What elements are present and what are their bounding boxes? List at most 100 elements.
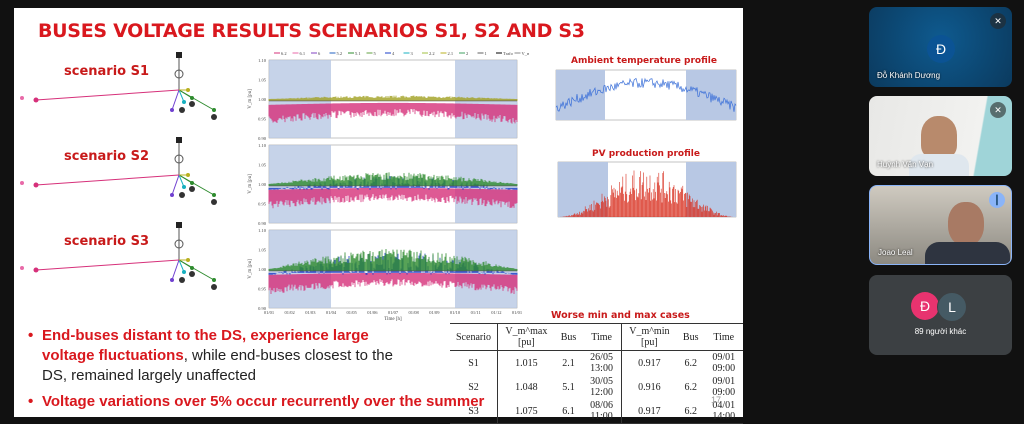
y-axis-label: V_m [pu] <box>248 89 253 109</box>
transformer-icon <box>174 154 184 164</box>
participant-name: Joao Leal <box>878 248 913 257</box>
y-tick-label: 0.90 <box>258 136 267 141</box>
table-cell: 1.075 <box>515 405 538 417</box>
pv-production-chart <box>557 161 737 218</box>
bus-node <box>170 108 174 112</box>
feeder-line <box>35 174 180 186</box>
participant-tile-active[interactable]: Joao Leal ┃ <box>869 185 1012 265</box>
x-tick-label: 01/04 <box>326 310 337 315</box>
series-6.2 <box>268 102 518 124</box>
legend-label: V_m^lim <box>522 51 530 56</box>
table-row: S2 1.048 5.1 30/05 12:00 0.916 6.2 09/01 09:00 <box>450 375 743 399</box>
results-table: Scenario V_m^max [pu] Bus Time V_m^min [… <box>450 323 743 424</box>
scenario-label: scenario S2 <box>64 149 150 164</box>
shaded-region <box>556 70 605 120</box>
others-tile[interactable]: Đ L 89 người khác <box>869 275 1012 355</box>
scenario-label: scenario S1 <box>64 64 150 79</box>
bus-node <box>212 278 216 282</box>
y-tick-label: 0.90 <box>258 306 267 311</box>
legend-label: 3 <box>411 51 414 56</box>
bullet-2: • Voltage variations over 5% occur recur… <box>28 392 548 412</box>
y-tick-label: 0.90 <box>258 221 267 226</box>
table-row: S1 1.015 2.1 26/05 13:00 0.917 6.2 09/01 09:00 <box>450 350 743 375</box>
pv-icon <box>189 186 195 192</box>
y-tick-label: 0.95 <box>258 202 267 207</box>
feeder-line <box>178 89 185 103</box>
x-tick-label: 01/12 <box>491 310 501 315</box>
bus-node <box>33 182 39 188</box>
y-tick-label: 1.05 <box>258 248 267 253</box>
video-feed <box>909 154 969 176</box>
pv-series <box>558 170 736 217</box>
y-tick-label: 1.00 <box>258 267 267 272</box>
feeder-line <box>178 174 215 196</box>
series-5.1 <box>268 95 518 101</box>
table-cell: 26/05 13:00 <box>582 350 622 375</box>
participant-tile[interactable]: Đ Đỗ Khánh Dương ✕ <box>869 7 1012 87</box>
table-cell: 6.1 <box>562 405 575 417</box>
table-title: Worse min and max cases <box>551 310 690 321</box>
col-header: Time <box>582 323 622 351</box>
series-6.2 <box>268 187 518 209</box>
table-cell: 1.048 <box>515 381 538 393</box>
bus-node <box>182 185 186 189</box>
legend-label: 4 <box>392 51 395 56</box>
mic-off-icon: ✕ <box>990 102 1006 118</box>
pv-icon <box>179 277 185 283</box>
voltage-plots: 6.2 6.1 6 5.2 5.1 5 4 3 2.2 2.1 2 1 Trafo V_m^lim 0.90… <box>248 51 530 322</box>
feeder-line <box>171 89 180 111</box>
bullet-1-highlight: End-buses distant to the DS, experience … <box>42 327 369 364</box>
avatar: Đ <box>911 292 939 320</box>
x-tick-label: 01/02 <box>285 310 295 315</box>
x-tick-label: 01/03 <box>305 310 316 315</box>
bus-node <box>20 96 24 100</box>
pv-icon <box>211 114 217 120</box>
col-header: Time <box>704 323 743 351</box>
temperature-series <box>555 77 737 112</box>
participant-name: Huỳnh Văn Vạn <box>877 160 934 169</box>
table-cell: 09/01 09:00 <box>712 376 736 398</box>
pv-chart-title: PV production profile <box>592 149 700 159</box>
feeder-line <box>178 89 215 111</box>
grid-source-icon <box>176 137 182 143</box>
y-axis-label: V_m [pu] <box>248 259 253 279</box>
bullet-2-text: Voltage variations over 5% occur recurre… <box>42 393 485 410</box>
table-cell: 1.015 <box>515 357 538 369</box>
x-tick-label: 01/11 <box>471 310 481 315</box>
y-tick-label: 1.00 <box>258 182 267 187</box>
ambient-chart-title: Ambient temperature profile <box>571 56 717 66</box>
y-tick-label: 1.10 <box>258 228 267 233</box>
series-5.1 <box>268 248 518 271</box>
bus-node <box>212 108 216 112</box>
scenario-label: scenario S3 <box>64 234 150 249</box>
table-cell: 04/01 14:00 <box>712 400 736 422</box>
participant-tile[interactable]: Huỳnh Văn Vạn ✕ <box>869 96 1012 176</box>
network-diagrams <box>20 52 217 290</box>
table-cell: S3 <box>450 399 498 424</box>
x-tick-label: 01/08 <box>409 310 420 315</box>
bus-node <box>33 97 39 103</box>
grid-source-icon <box>176 52 182 58</box>
legend-label: 6.1 <box>300 51 306 56</box>
legend-label: 1 <box>485 51 487 56</box>
y-tick-label: 1.10 <box>258 58 267 63</box>
y-tick-label: 1.10 <box>258 143 267 148</box>
legend-label: Trafo <box>503 51 514 56</box>
pv-icon <box>211 284 217 290</box>
page-number: 17 <box>710 395 721 405</box>
ambient-temperature-chart <box>555 69 737 121</box>
video-feed <box>948 202 984 246</box>
transformer-icon <box>174 69 184 79</box>
table-cell: 0.917 <box>638 405 661 417</box>
series-6.2 <box>268 272 518 295</box>
legend-label: 6.2 <box>281 51 287 56</box>
table-row: S3 1.075 6.1 08/06 11:00 0.917 6.2 04/01 14:00 <box>450 399 743 424</box>
x-tick-label: 01/10 <box>450 310 461 315</box>
y-axis-label: V_m [pu] <box>248 174 253 194</box>
shaded-region <box>686 70 736 120</box>
x-tick-label: 01/06 <box>367 310 378 315</box>
legend-label: 5.1 <box>355 51 361 56</box>
table-cell: 6.2 <box>684 357 697 369</box>
x-tick-label: 01/07 <box>388 310 399 315</box>
table-cell: S1 <box>450 350 498 375</box>
